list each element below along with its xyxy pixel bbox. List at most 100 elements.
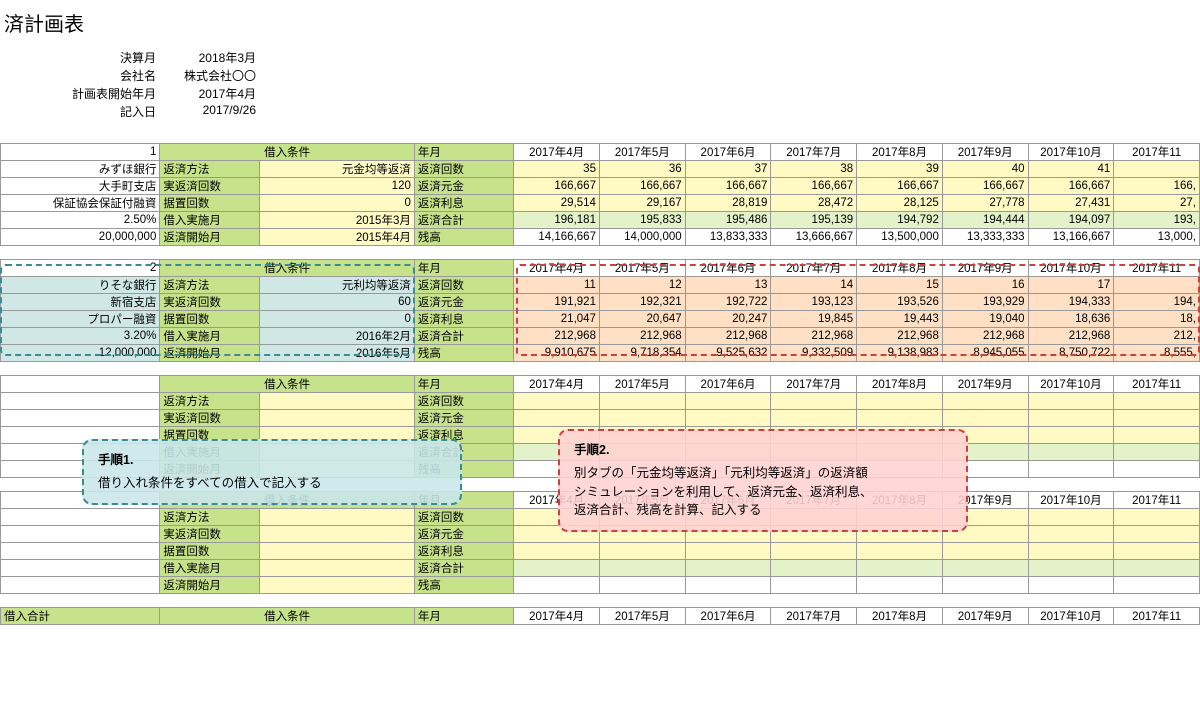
cell-count-7 xyxy=(1114,160,1200,177)
cond-label-2: 据置回数 xyxy=(160,542,260,559)
meta-label-fy: 決算月 xyxy=(0,49,160,67)
cell-total-3: 212,968 xyxy=(771,327,857,344)
loan-row-count[interactable]: りそな銀行返済方法元利均等返済返済回数11121314151617 xyxy=(1,276,1200,293)
cell-count-0: 35 xyxy=(514,160,600,177)
cell-interest-0: 29,514 xyxy=(514,194,600,211)
header-row[interactable]: 1借入条件年月2017年4月2017年5月2017年6月2017年7月2017年… xyxy=(1,143,1200,160)
cell-total-4: 212,968 xyxy=(857,327,943,344)
month-6: 2017年10月 xyxy=(1028,259,1114,276)
cell-total-2: 212,968 xyxy=(685,327,771,344)
result-label-3: 返済合計 xyxy=(414,327,513,344)
cell-balance-4: 9,138,983 xyxy=(857,344,943,361)
loan-row-count[interactable]: みずほ銀行返済方法元金均等返済返済回数35363738394041 xyxy=(1,160,1200,177)
loan-row-total[interactable]: 2.50%借入実施月2015年3月返済合計196,181195,833195,4… xyxy=(1,211,1200,228)
loan-left-0 xyxy=(1,508,160,525)
cond-value-2 xyxy=(259,542,414,559)
cell-empty-4-2 xyxy=(685,576,771,593)
result-label-4: 残高 xyxy=(414,344,513,361)
cell-count-6: 17 xyxy=(1028,276,1114,293)
month-6: 2017年10月 xyxy=(1028,375,1114,392)
loan-row-balance[interactable]: 12,000,000返済開始月2016年5月残高9,910,6759,718,3… xyxy=(1,344,1200,361)
cell-total-6: 194,097 xyxy=(1028,211,1114,228)
cell-total-7: 212, xyxy=(1114,327,1200,344)
loan-row-interest[interactable]: プロパー融資据置回数0返済利息21,04720,64720,24719,8451… xyxy=(1,310,1200,327)
loan-left-2: プロパー融資 xyxy=(1,310,160,327)
cond-label-4: 返済開始月 xyxy=(160,228,260,245)
empty-row-4[interactable]: 返済開始月残高 xyxy=(1,576,1200,593)
col-loan-conditions: 借入条件 xyxy=(160,375,415,392)
result-label-2: 返済利息 xyxy=(414,310,513,327)
cell-empty-2-7 xyxy=(1114,542,1200,559)
cond-label-1: 実返済回数 xyxy=(160,293,260,310)
cell-empty-3-6 xyxy=(1028,559,1114,576)
total-header-row[interactable]: 借入合計借入条件年月2017年4月2017年5月2017年6月2017年7月20… xyxy=(1,607,1200,624)
cell-empty-2-5 xyxy=(942,542,1028,559)
result-label-1: 返済元金 xyxy=(414,409,513,426)
meta-value-entry: 2017/9/26 xyxy=(160,103,260,121)
loan-row-total[interactable]: 3.20%借入実施月2016年2月返済合計212,968212,968212,9… xyxy=(1,327,1200,344)
cell-empty-2-6 xyxy=(1028,426,1114,443)
result-label-1: 返済元金 xyxy=(414,177,513,194)
cell-empty-2-4 xyxy=(857,542,943,559)
cell-empty-4-1 xyxy=(599,576,685,593)
cell-balance-3: 9,332,509 xyxy=(771,344,857,361)
month-total-1: 2017年5月 xyxy=(599,607,685,624)
grid[interactable]: 1借入条件年月2017年4月2017年5月2017年6月2017年7月2017年… xyxy=(0,129,1200,625)
cell-interest-5: 19,040 xyxy=(942,310,1028,327)
cell-total-5: 212,968 xyxy=(942,327,1028,344)
result-label-1: 返済元金 xyxy=(414,293,513,310)
cell-interest-3: 28,472 xyxy=(771,194,857,211)
result-label-0: 返済回数 xyxy=(414,160,513,177)
month-total-0: 2017年4月 xyxy=(514,607,600,624)
result-label-3: 返済合計 xyxy=(414,559,513,576)
empty-row-1[interactable]: 実返済回数返済元金 xyxy=(1,409,1200,426)
loan-row-principal[interactable]: 新宿支店実返済回数60返済元金191,921192,321192,722193,… xyxy=(1,293,1200,310)
cell-balance-1: 9,718,354 xyxy=(599,344,685,361)
empty-row-0[interactable]: 返済方法返済回数 xyxy=(1,392,1200,409)
loan-left-3: 2.50% xyxy=(1,211,160,228)
empty-row-3[interactable]: 借入実施月返済合計 xyxy=(1,559,1200,576)
cond-label-0: 返済方法 xyxy=(160,508,260,525)
cond-value-1 xyxy=(259,525,414,542)
cell-total-3: 195,139 xyxy=(771,211,857,228)
cell-interest-2: 28,819 xyxy=(685,194,771,211)
cond-value-0: 元利均等返済 xyxy=(259,276,414,293)
cell-count-3: 14 xyxy=(771,276,857,293)
result-label-0: 返済回数 xyxy=(414,508,513,525)
cond-value-0: 元金均等返済 xyxy=(259,160,414,177)
month-5: 2017年9月 xyxy=(942,143,1028,160)
cell-empty-4-3 xyxy=(771,576,857,593)
cell-empty-4-6 xyxy=(1028,576,1114,593)
header-row[interactable]: 2借入条件年月2017年4月2017年5月2017年6月2017年7月2017年… xyxy=(1,259,1200,276)
loan-left-4 xyxy=(1,576,160,593)
month-4: 2017年8月 xyxy=(857,143,943,160)
col-year-month: 年月 xyxy=(414,143,513,160)
cell-interest-7: 27, xyxy=(1114,194,1200,211)
cell-count-6: 41 xyxy=(1028,160,1114,177)
cell-interest-1: 20,647 xyxy=(599,310,685,327)
col-loan-conditions: 借入条件 xyxy=(160,143,415,160)
cell-count-3: 38 xyxy=(771,160,857,177)
cell-empty-3-5 xyxy=(942,559,1028,576)
cell-total-1: 212,968 xyxy=(599,327,685,344)
cell-empty-4-7 xyxy=(1114,576,1200,593)
cond-value-3: 2015年3月 xyxy=(259,211,414,228)
cell-principal-4: 166,667 xyxy=(857,177,943,194)
month-7: 2017年11 xyxy=(1114,143,1200,160)
loan-left-2 xyxy=(1,542,160,559)
spreadsheet[interactable]: 1借入条件年月2017年4月2017年5月2017年6月2017年7月2017年… xyxy=(0,129,1200,625)
loan-row-balance[interactable]: 20,000,000返済開始月2015年4月残高14,166,66714,000… xyxy=(1,228,1200,245)
loan-left-4: 12,000,000 xyxy=(1,344,160,361)
cell-total-2: 195,486 xyxy=(685,211,771,228)
header-row[interactable]: 借入条件年月2017年4月2017年5月2017年6月2017年7月2017年8… xyxy=(1,375,1200,392)
cell-principal-3: 193,123 xyxy=(771,293,857,310)
loan-row-interest[interactable]: 保証協会保証付融資据置回数0返済利息29,51429,16728,81928,4… xyxy=(1,194,1200,211)
callout-step2-l1: 別タブの「元金均等返済」「元利均等返済」の返済額 xyxy=(574,464,952,483)
callout-step1-head: 手順1. xyxy=(98,451,446,470)
month-1: 2017年5月 xyxy=(599,259,685,276)
cell-principal-1: 166,667 xyxy=(599,177,685,194)
loan-left-0 xyxy=(1,392,160,409)
loan-row-principal[interactable]: 大手町支店実返済回数120返済元金166,667166,667166,66716… xyxy=(1,177,1200,194)
loan-index xyxy=(1,375,160,392)
empty-row-2[interactable]: 据置回数返済利息 xyxy=(1,542,1200,559)
